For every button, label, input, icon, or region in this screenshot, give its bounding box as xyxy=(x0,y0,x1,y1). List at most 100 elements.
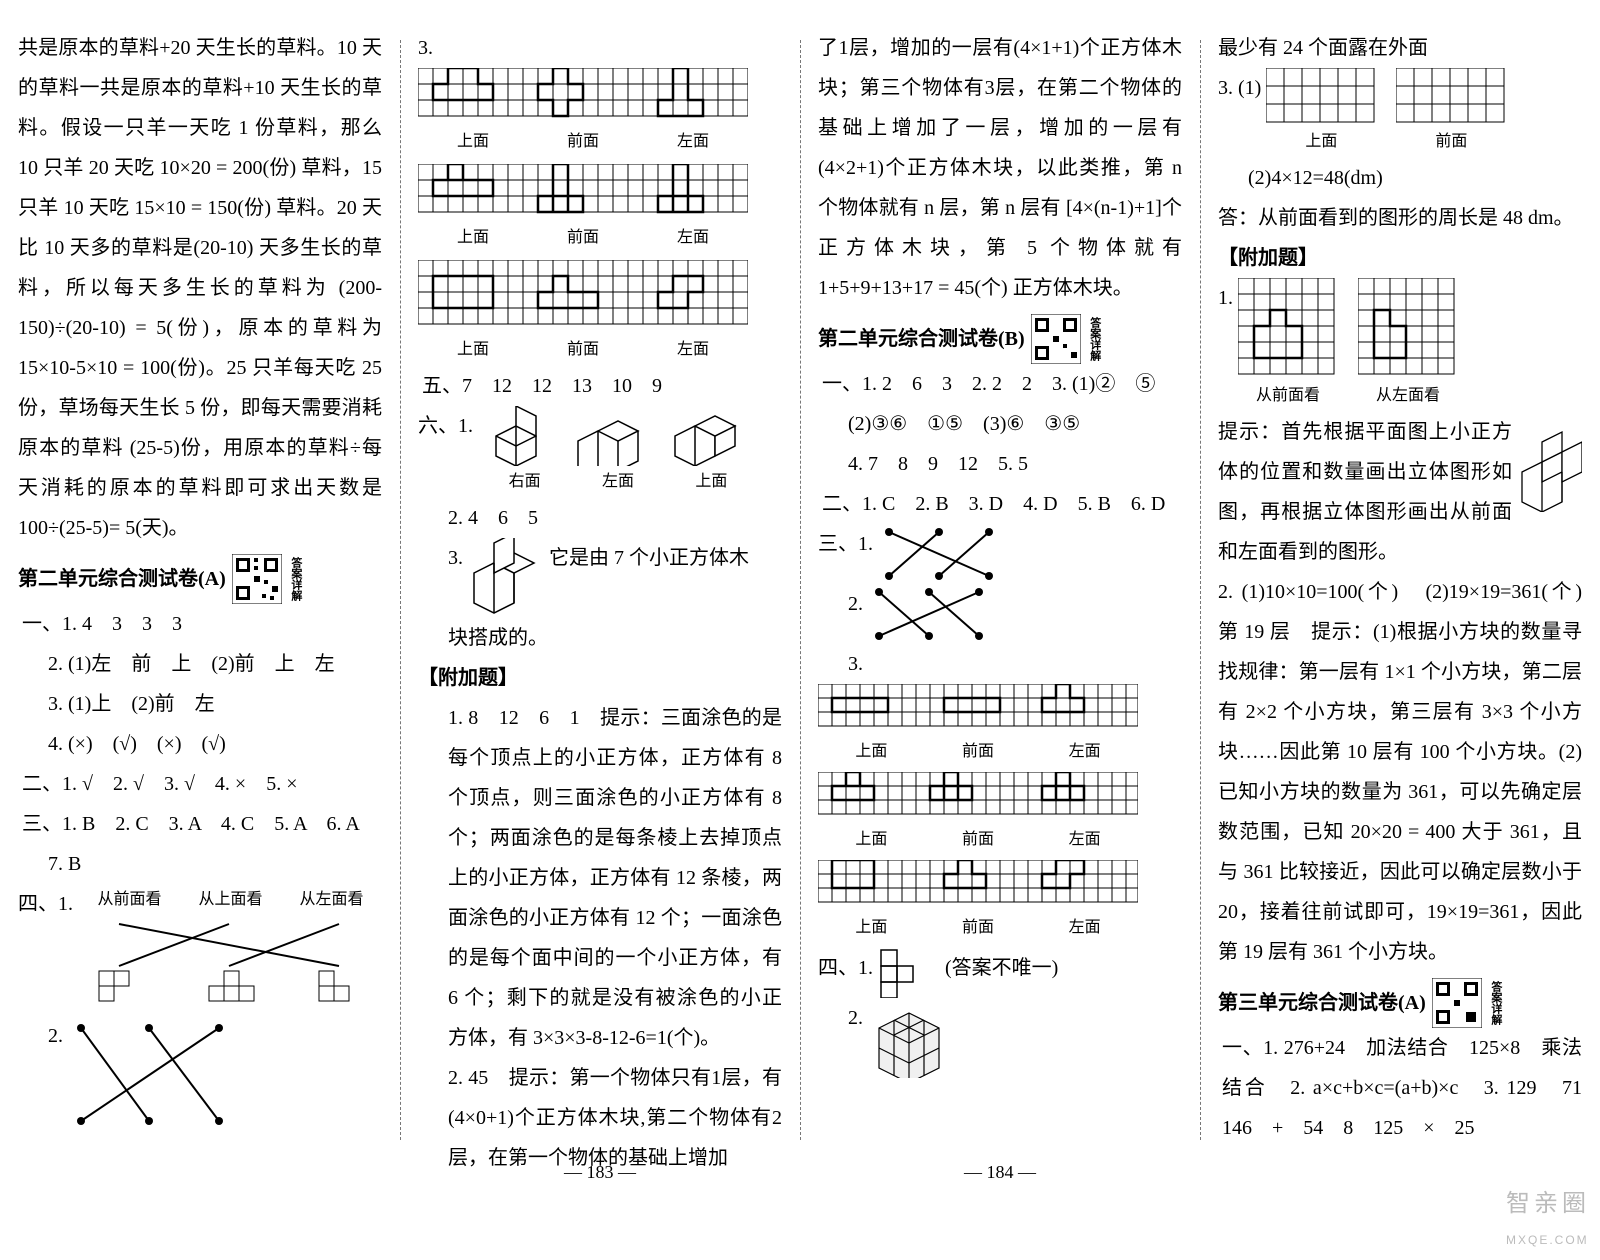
title-b-text: 第二单元综合测试卷(B) xyxy=(818,319,1025,359)
label-liu: 六、1. xyxy=(418,415,473,437)
q3-grids: 3. 上面 前面 左面 xyxy=(418,28,782,366)
q-liu-2: 2. 4 6 5 xyxy=(448,498,782,538)
q-yi-2: 2. (1)左 前 上 (2)前 上 左 xyxy=(48,644,382,684)
liu-lbl-right: 右面 xyxy=(509,466,541,498)
qr-label-b: 答案详解 xyxy=(1089,317,1101,361)
qr-code-icon-b xyxy=(1031,314,1081,364)
c4-q3: 3. (1) 上面 前面 xyxy=(1218,68,1582,158)
view-left-label: 从左面看 xyxy=(299,884,363,916)
title-c-text: 第三单元综合测试卷(A) xyxy=(1218,983,1426,1023)
note-not-unique: (答案不唯一) xyxy=(945,948,1058,988)
q-liu-1: 六、1. xyxy=(418,406,782,498)
label-c4-fj1: 1. xyxy=(1218,287,1233,309)
label-b-san3: 3. xyxy=(848,653,863,675)
bonus-1: 1. 8 12 6 1 提示：三面涂色的是每个顶点上的小正方体，正方体有 8 个… xyxy=(448,698,782,1058)
crossing-lines-1 xyxy=(79,916,379,1016)
q-san-2: 7. B xyxy=(48,844,382,884)
b-san-3: 3. 上面 前面 左面 xyxy=(818,644,1182,944)
lbl-front-2: 前面 xyxy=(567,222,599,254)
title-text: 第二单元综合测试卷(A) xyxy=(18,559,226,599)
c4-lbl-top: 上面 xyxy=(1266,126,1376,158)
match-lines-2 xyxy=(869,584,989,644)
page-number-184: — 184 — xyxy=(800,1154,1200,1190)
b-lbl-front-3: 前面 xyxy=(962,912,994,944)
b-lbl-left: 左面 xyxy=(1069,736,1101,768)
watermark-text: 智亲圈 xyxy=(1506,1190,1590,1217)
q-si-1: 四、1. 从前面看 从上面看 从左面看 xyxy=(18,884,382,1016)
b-lbl-top: 上面 xyxy=(855,736,887,768)
watermark: 智亲圈 MXQE.COM xyxy=(1506,1180,1590,1252)
q-er: 二、1. √ 2. √ 3. √ 4. × 5. × xyxy=(22,764,382,804)
qr-code-icon xyxy=(232,554,282,604)
grid-set-b2: 上面 前面 左面 xyxy=(818,772,1182,856)
grid-set-b3: 上面 前面 左面 xyxy=(818,860,1182,944)
lbl-top: 上面 xyxy=(457,126,489,158)
b-lbl-front-2: 前面 xyxy=(962,824,994,856)
lbl-left: 左面 xyxy=(677,126,709,158)
b-lbl-front: 前面 xyxy=(962,736,994,768)
section-title-unit3-a: 第三单元综合测试卷(A) 答案详解 xyxy=(1218,978,1582,1028)
lbl-top-3: 上面 xyxy=(457,334,489,366)
q-liu-3: 3. 它是由 7 个小正方体木 xyxy=(418,538,782,618)
b-si-2: 2. xyxy=(818,998,1182,1078)
page-number-183: — 183 — xyxy=(400,1154,800,1190)
col1-paragraph-grass: 共是原本的草料+20 天生长的草料。10 天的草料一共是原本的草料+10 天生长… xyxy=(18,28,382,548)
c4-fj1-lbl-front: 从前面看 xyxy=(1238,380,1338,412)
q-yi-1: 一、1. 4 3 3 3 xyxy=(22,604,382,644)
crossing-lines-2 xyxy=(69,1016,239,1136)
b-si-1: 四、1. (答案不唯一) xyxy=(818,948,1182,998)
c4-p0: 最少有 24 个面露在外面 xyxy=(1218,28,1582,68)
c4-yi: 一、1. 276+24 加法结合 125×8 乘法结合 2. a×c+b×c=(… xyxy=(1222,1028,1582,1148)
q-yi-4: 4. (×) (√) (×) (√) xyxy=(48,724,382,764)
b-san-1: 三、1. xyxy=(818,524,1182,584)
c4-q3b: (2)4×12=48(dm) xyxy=(1248,158,1582,198)
iso-cube-liu3 xyxy=(469,538,549,618)
iso-cube-grid xyxy=(869,998,959,1078)
b-lbl-left-3: 左面 xyxy=(1069,912,1101,944)
grid-set-b1: 上面 前面 左面 xyxy=(818,684,1182,768)
watermark-sub: MXQE.COM xyxy=(1506,1228,1590,1252)
b-san-2: 2. xyxy=(818,584,1182,644)
view-top-label: 从上面看 xyxy=(198,884,262,916)
bigger-grid-left: 从左面看 xyxy=(1358,278,1458,412)
label-si1: 四、1. xyxy=(18,884,73,924)
b-lbl-top-3: 上面 xyxy=(855,912,887,944)
liu3-text: 它是由 7 个小正方体木 xyxy=(549,538,782,578)
grid-set-3: 上面 前面 左面 xyxy=(418,260,782,366)
lbl-front-3: 前面 xyxy=(567,334,599,366)
lbl-left-2: 左面 xyxy=(677,222,709,254)
b-yi-b: (2)③⑥ ①⑤ (3)⑥ ③⑤ xyxy=(848,404,1182,444)
column-2: 3. 上面 前面 左面 xyxy=(400,0,800,1200)
q-yi-3: 3. (1)上 (2)前 左 xyxy=(48,684,382,724)
label-b-san: 三、1. xyxy=(818,524,873,564)
b-er: 二、1. C 2. B 3. D 4. D 5. B 6. D xyxy=(822,484,1182,524)
column-4: 最少有 24 个面露在外面 3. (1) 上面 xyxy=(1200,0,1600,1200)
q-san: 三、1. B 2. C 3. A 4. C 5. A 6. A xyxy=(22,804,382,844)
b-yi: 一、1. 2 6 3 2. 2 2 3. (1)② ⑤ xyxy=(822,364,1182,404)
iso-cube-2 xyxy=(573,406,653,466)
liu-lbl-top: 上面 xyxy=(695,466,727,498)
c4-fj2: 2. (1)10×10=100(个) (2)19×19=361(个) 第 19 … xyxy=(1218,572,1582,972)
bonus-title-c4: 【附加题】 xyxy=(1218,238,1582,278)
lbl-left-3: 左面 xyxy=(677,334,709,366)
label-c4-q3: 3. (1) xyxy=(1218,77,1261,99)
grid-set-1: 上面 前面 左面 xyxy=(418,68,782,158)
lbl-top-2: 上面 xyxy=(457,222,489,254)
iso-cube-3 xyxy=(670,406,750,466)
qr-label: 答案详解 xyxy=(290,557,302,601)
grid-c4-top: 上面 xyxy=(1266,68,1376,158)
label-b-san2: 2. xyxy=(848,584,863,624)
c4-fj1: 1. 从前面看 xyxy=(1218,278,1582,412)
q-wu: 五、7 12 12 13 10 9 xyxy=(422,366,782,406)
lbl-front: 前面 xyxy=(567,126,599,158)
c4-q3c: 答：从前面看到的图形的周长是 48 dm。 xyxy=(1218,198,1582,238)
liu-lbl-left: 左面 xyxy=(602,466,634,498)
small-shape-1 xyxy=(879,948,939,998)
qr-code-icon-c xyxy=(1432,978,1482,1028)
c4-fj1-lbl-left: 从左面看 xyxy=(1358,380,1458,412)
b-lbl-left-2: 左面 xyxy=(1069,824,1101,856)
b-lbl-top-2: 上面 xyxy=(855,824,887,856)
iso-cube-1 xyxy=(486,406,556,466)
section-title-unit2-b: 第二单元综合测试卷(B) 答案详解 xyxy=(818,314,1182,364)
label-b-si2: 2. xyxy=(848,998,863,1038)
